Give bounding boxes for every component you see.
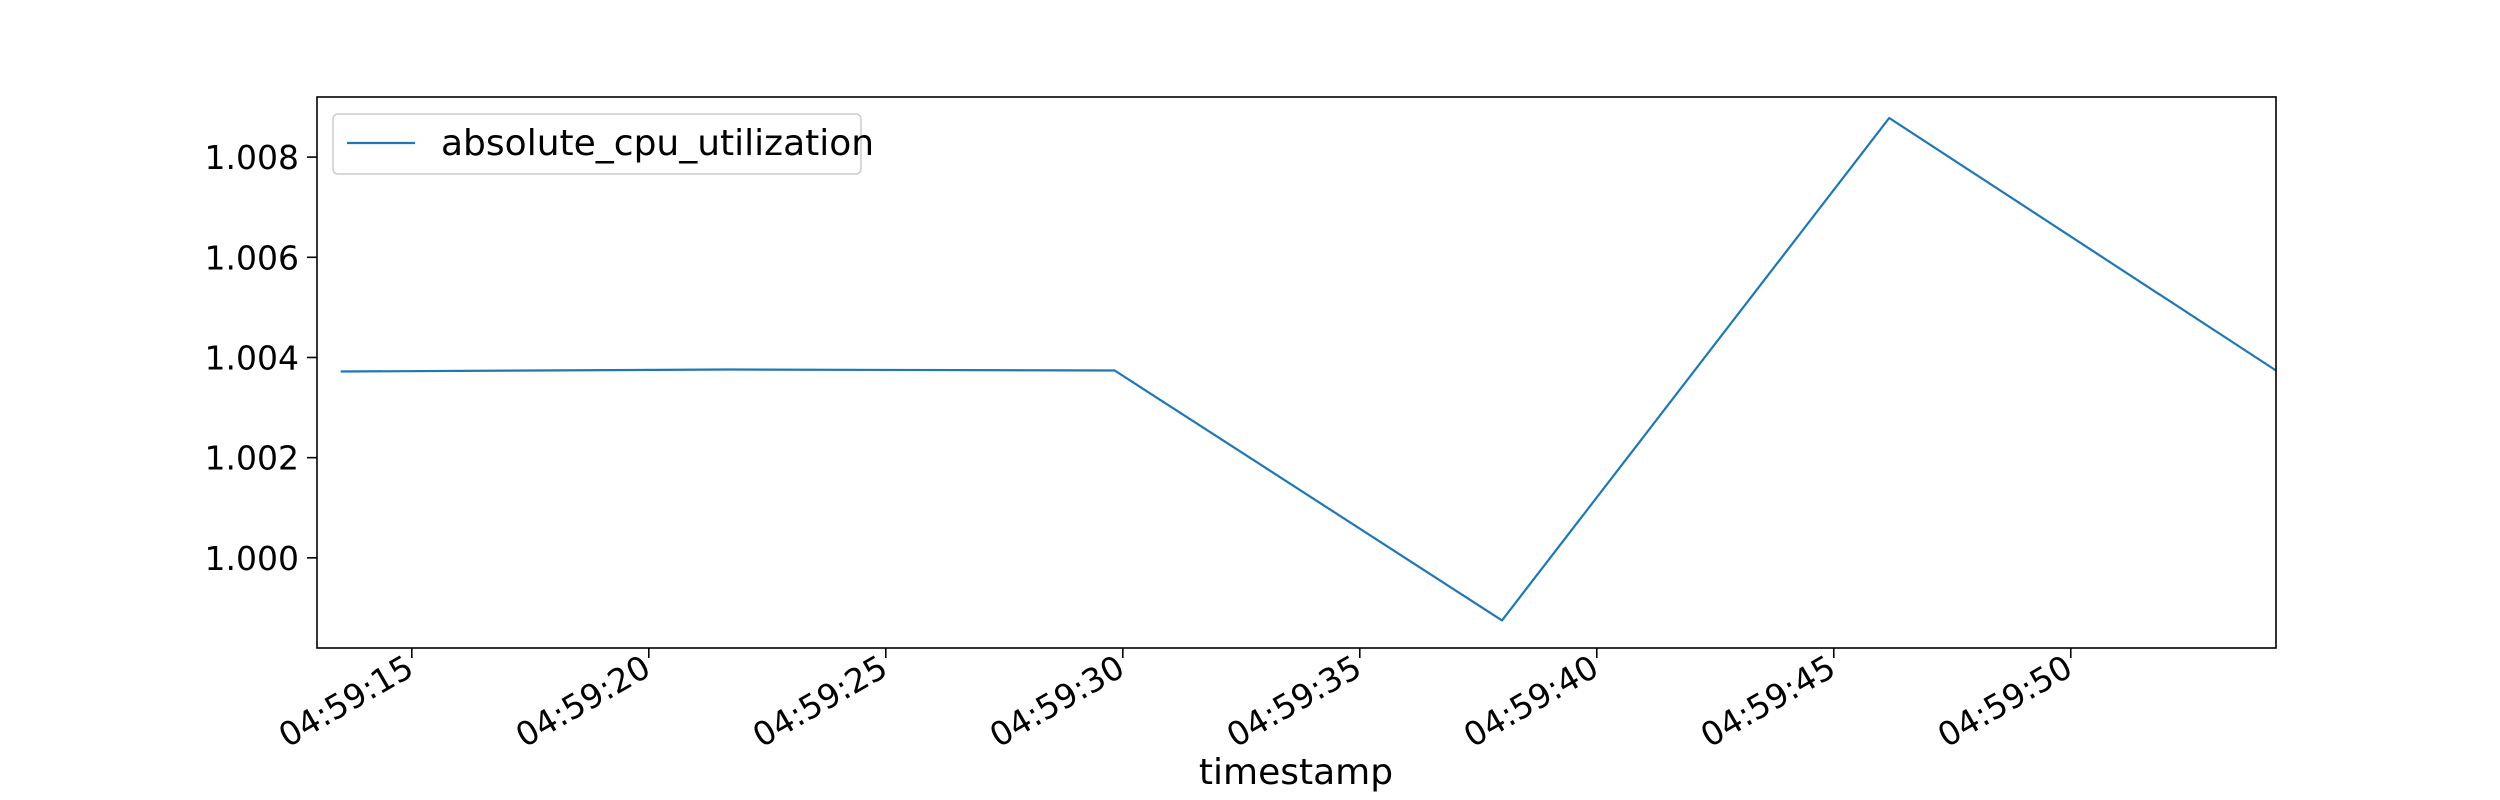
x-tick-label: 04:59:15: [272, 647, 420, 755]
y-axis-ticks: 1.000 1.002 1.004 1.006 1.008: [205, 138, 317, 578]
legend: absolute_cpu_utilization: [332, 113, 874, 175]
y-tick-label: 1.004: [205, 338, 299, 377]
y-tick-label: 1.008: [205, 138, 299, 177]
x-tick-label: 04:59:50: [1931, 647, 2079, 755]
y-tick-label: 1.000: [205, 539, 299, 578]
x-tick-label: 04:59:25: [746, 647, 894, 755]
legend-label: absolute_cpu_utilization: [441, 123, 874, 164]
y-tick-label: 1.002: [205, 439, 299, 478]
x-tick-label: 04:59:45: [1694, 647, 1842, 755]
x-axis-ticks: 04:59:15 04:59:20 04:59:25 04:59:30 04:59:35…: [272, 647, 2079, 755]
x-tick-label: 04:59:35: [1220, 647, 1368, 755]
series-line-absolute-cpu-utilization: [340, 116, 2277, 622]
x-tick-label: 04:59:40: [1457, 647, 1605, 755]
x-tick-label: 04:59:30: [983, 647, 1131, 755]
plot-frame: [316, 96, 2277, 649]
plot-background: [317, 97, 2276, 648]
legend-box: [332, 113, 862, 175]
x-tick-label: 04:59:20: [509, 647, 657, 755]
y-tick-label: 1.006: [205, 238, 299, 277]
x-axis-title: timestamp: [1199, 752, 1393, 793]
